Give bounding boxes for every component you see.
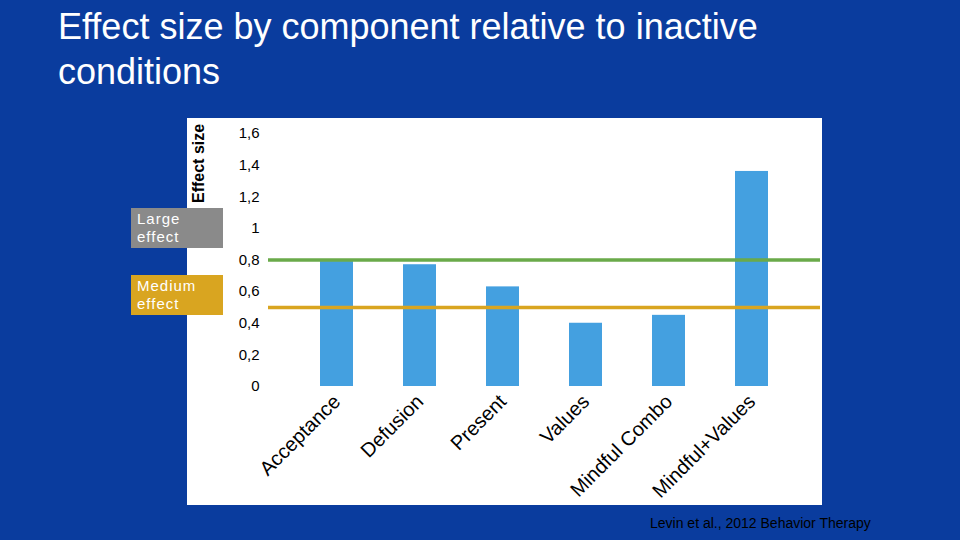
svg-text:Values: Values bbox=[536, 390, 594, 448]
svg-text:1,6: 1,6 bbox=[239, 124, 260, 141]
svg-text:1: 1 bbox=[251, 219, 259, 236]
html-text:Medium effect: Medium effect bbox=[137, 276, 197, 312]
svg-text:0: 0 bbox=[251, 377, 259, 394]
html-text:Effect size by component relat: Effect size by component relative to ina… bbox=[58, 6, 758, 92]
svg-text:Present: Present bbox=[446, 390, 511, 455]
svg-text:Acceptance: Acceptance bbox=[255, 390, 344, 479]
html-text:Effect size: Effect size bbox=[190, 123, 207, 203]
svg-text:0,6: 0,6 bbox=[239, 282, 260, 299]
svg-text:1,2: 1,2 bbox=[239, 188, 260, 205]
svg-text:Mindful+Values: Mindful+Values bbox=[648, 390, 760, 502]
svg-text:1,4: 1,4 bbox=[239, 156, 260, 173]
html-text:Large effect: Large effect bbox=[137, 209, 181, 245]
svg-text:Mindful Combo: Mindful Combo bbox=[565, 390, 677, 501]
svg-text:0,2: 0,2 bbox=[239, 346, 260, 363]
svg-text:0,8: 0,8 bbox=[239, 251, 260, 268]
svg-text:Defusion: Defusion bbox=[356, 390, 427, 461]
html-text:Levin et al., 2012 Behavior Th: Levin et al., 2012 Behavior Therapy bbox=[650, 515, 871, 531]
svg-text:0,4: 0,4 bbox=[239, 314, 260, 331]
